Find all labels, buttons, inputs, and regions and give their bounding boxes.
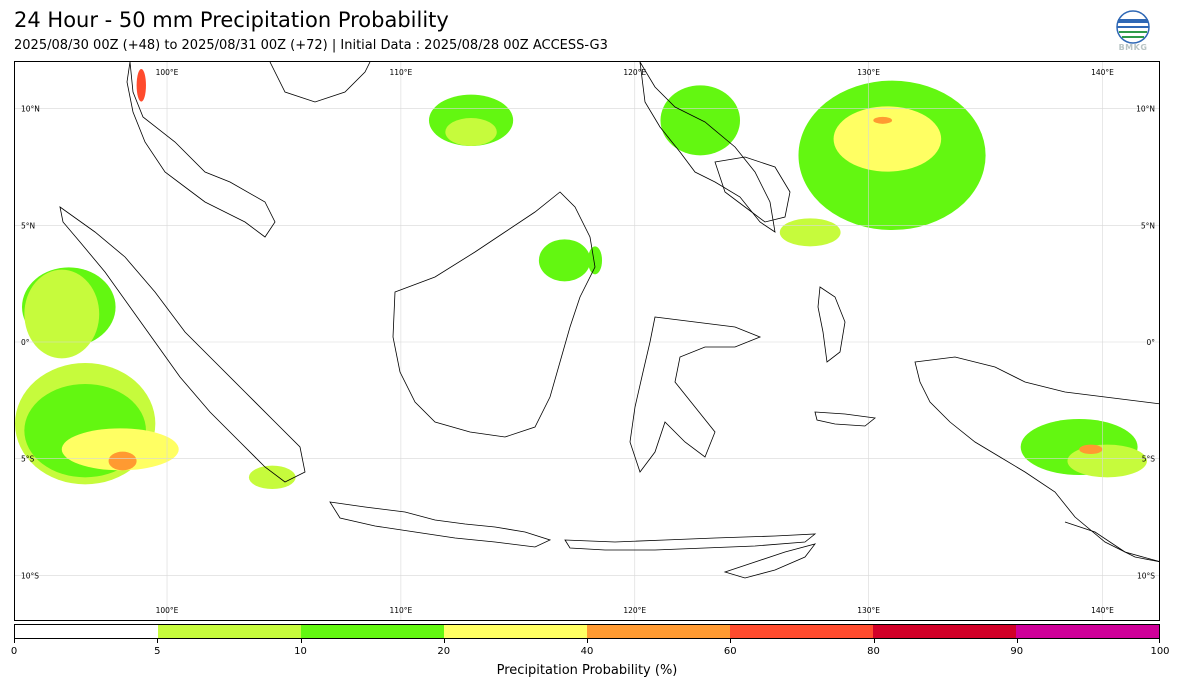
colorbar-title: Precipitation Probability (%) [496, 663, 678, 678]
colorbar-tick-8 [1159, 639, 1160, 643]
colorbar-segment-4 [587, 625, 730, 638]
precip-region-9 [538, 239, 591, 282]
lon-label-top-1: 110°E [389, 68, 412, 77]
gridlines [15, 62, 1159, 620]
colorbar-segment-7 [1016, 625, 1159, 638]
lat-label-left-1: 5°N [21, 221, 35, 230]
colorbar-tick-0 [14, 639, 15, 643]
colorbar-tick-3 [443, 639, 445, 643]
colorbar-tick-label-1: 5 [154, 646, 161, 657]
coastline-mainland [126, 62, 276, 238]
lon-label-bottom-2: 120°E [623, 606, 646, 615]
precip-region-18 [136, 69, 146, 102]
colorbar-tick-7 [1016, 639, 1018, 643]
map-subtitle: 2025/08/30 00Z (+48) to 2025/08/31 00Z (… [14, 38, 608, 53]
colorbar-tick-label-2: 10 [294, 646, 307, 657]
coastlines [59, 62, 1159, 579]
colorbar-tick-label-7: 90 [1010, 646, 1024, 657]
bmkg-logo-icon [1116, 10, 1150, 44]
lat-label-right-1: 5°N [1141, 221, 1155, 230]
colorbar [14, 624, 1160, 639]
colorbar-segment-1 [158, 625, 301, 638]
coastline-borneo [392, 191, 596, 438]
precip-region-17 [1079, 444, 1103, 455]
lon-label-top-4: 140°E [1091, 68, 1114, 77]
coastline-sumatra [59, 206, 306, 483]
coastline-java [329, 501, 552, 548]
lon-label-top-2: 120°E [623, 68, 646, 77]
precip-region-12 [833, 106, 942, 172]
coastline-halmahera [817, 286, 846, 363]
tick-labels: 100°E 100°E 110°E 110°E 120°E 120°E 130°E 130°E… [21, 68, 1155, 615]
colorbar-tick-2 [300, 639, 302, 643]
lon-label-bottom-3: 130°E [857, 606, 880, 615]
lat-label-right-3: 5°S [1142, 455, 1156, 464]
lat-label-left-3: 5°S [21, 455, 35, 464]
lon-label-bottom-1: 110°E [389, 606, 412, 615]
coastline-indochina [269, 62, 371, 103]
lon-label-bottom-0: 100°E [156, 606, 179, 615]
colorbar-tick-5 [730, 639, 732, 643]
lat-label-right-2: 0° [1146, 338, 1155, 347]
lat-label-right-0: 10°N [1136, 105, 1155, 114]
colorbar-tick-4 [587, 639, 588, 643]
colorbar-tick-6 [873, 639, 875, 643]
lat-label-left-4: 10°S [21, 571, 39, 580]
precip-region-2 [61, 428, 179, 471]
lon-label-top-0: 100°E [156, 68, 179, 77]
coastline-lesser-sunda [564, 533, 817, 551]
precip-region-5 [24, 269, 100, 359]
colorbar-tick-label-0: 0 [10, 646, 18, 657]
colorbar-segment-0 [15, 625, 158, 638]
precip-region-10 [660, 85, 741, 156]
precip-region-14 [779, 218, 841, 247]
logo-text: BMKG [1118, 43, 1148, 52]
coastline-australia [1064, 521, 1159, 562]
lat-label-left-2: 0° [21, 338, 30, 347]
colorbar-tick-label-4: 40 [580, 646, 594, 657]
precip-region-6 [248, 465, 296, 490]
lat-label-right-4: 10°S [1137, 571, 1155, 580]
colorbar-tick-label-8: 100 [1150, 646, 1170, 657]
precipitation-map[interactable]: 100°E 100°E 110°E 110°E 120°E 120°E 130°E 130°E… [14, 61, 1160, 621]
coastline-philippines [639, 62, 776, 233]
precip-region-8 [445, 118, 497, 146]
lon-label-bottom-4: 140°E [1091, 606, 1114, 615]
map-canvas[interactable]: 100°E 100°E 110°E 110°E 120°E 120°E 130°E 130°E… [15, 62, 1160, 621]
bmkg-logo: BMKG [1112, 10, 1154, 56]
coastline-new-guinea [914, 356, 1159, 563]
colorbar-segment-2 [301, 625, 444, 638]
map-title: 24 Hour - 50 mm Precipitation Probabilit… [14, 8, 449, 32]
precip-region-19 [588, 246, 603, 275]
colorbar-ticks: 0 5 10 20 40 60 80 90 100 [10, 639, 1170, 659]
colorbar-tick-label-6: 80 [867, 646, 880, 657]
coastline-timor [723, 543, 817, 579]
colorbar-tick-label-5: 60 [723, 646, 737, 657]
colorbar-segment-6 [873, 625, 1016, 638]
coastline-mindanao [714, 156, 791, 223]
lat-label-left-0: 10°N [21, 105, 40, 114]
precip-region-3 [108, 451, 137, 471]
coastline-sulawesi [629, 316, 762, 473]
colorbar-segment-5 [730, 625, 873, 638]
colorbar-segment-3 [444, 625, 587, 638]
colorbar-tick-1 [157, 639, 159, 643]
lon-label-top-3: 130°E [857, 68, 880, 77]
colorbar-tick-label-3: 20 [437, 646, 451, 657]
precip-region-13 [873, 116, 893, 124]
coastline-seram [814, 411, 876, 427]
precipitation-layer [15, 69, 1147, 490]
